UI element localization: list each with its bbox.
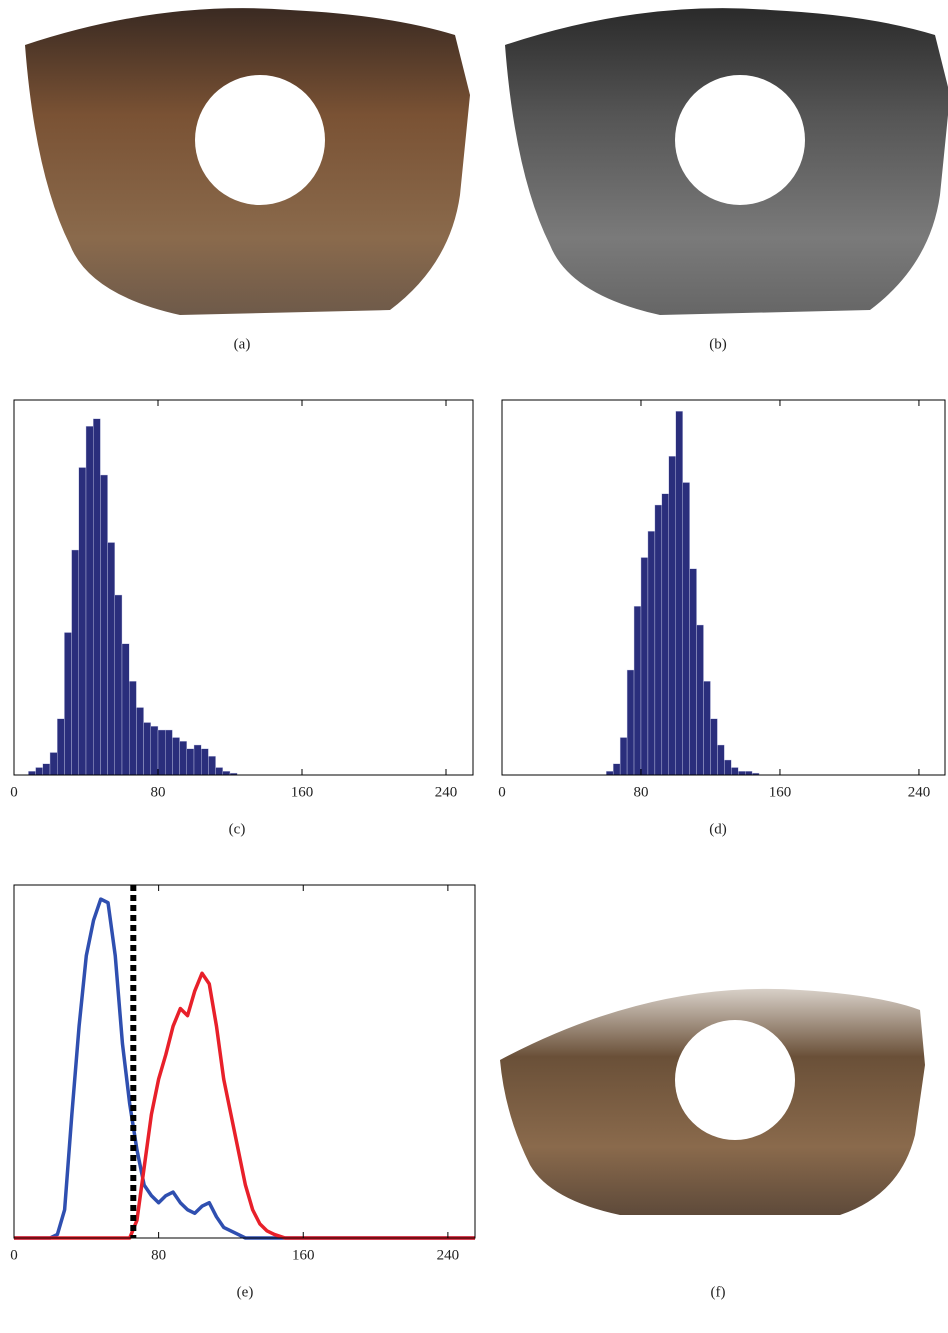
caption: (b) <box>709 336 727 352</box>
histogram-bar <box>724 760 731 775</box>
histogram-bar <box>216 768 223 776</box>
histogram-bar <box>738 771 745 775</box>
caption: (f) <box>711 1284 726 1300</box>
histogram-bar <box>201 749 208 775</box>
series-line <box>14 973 475 1238</box>
histogram-bar <box>627 670 634 775</box>
histogram-bar <box>620 738 627 776</box>
x-tick-label: 240 <box>437 1247 460 1263</box>
x-tick-label: 240 <box>908 784 931 800</box>
histogram-bar <box>634 606 641 775</box>
figure: (a) (b) (f) 0 80 160 240 (c) 0 80 160 240 (d) 0 80 1… <box>0 0 948 1333</box>
histogram-bar <box>180 741 187 775</box>
histogram-bar <box>187 749 194 775</box>
image-f <box>500 989 925 1215</box>
histogram-bar <box>662 494 669 775</box>
histogram-bar <box>690 569 697 775</box>
histogram-bar <box>86 426 93 775</box>
histogram-bar <box>648 531 655 775</box>
histogram-bar <box>669 456 676 775</box>
histogram-bar <box>28 771 35 775</box>
histogram-bar <box>208 756 215 775</box>
caption: (d) <box>709 821 727 837</box>
plot-frame <box>502 400 945 775</box>
histogram-bar <box>57 719 64 775</box>
histogram-bar <box>676 411 683 775</box>
histogram-bar <box>136 708 143 776</box>
x-tick-label: 0 <box>10 784 18 800</box>
histogram-bar <box>144 723 151 776</box>
histogram-bar <box>172 738 179 776</box>
x-tick-label: 80 <box>151 784 166 800</box>
histogram-bar <box>129 681 136 775</box>
histogram-bar <box>43 764 50 775</box>
histogram-bar <box>36 768 43 776</box>
image-a <box>25 8 470 315</box>
image-b <box>505 8 948 315</box>
histogram-bar <box>72 550 79 775</box>
histogram-bar <box>745 771 752 775</box>
caption: (a) <box>234 336 251 352</box>
x-tick-label: 160 <box>769 784 792 800</box>
x-tick-label: 80 <box>151 1247 166 1263</box>
histogram-bar <box>606 771 613 775</box>
histogram-bar <box>194 745 201 775</box>
histogram-bar <box>223 771 230 775</box>
histogram-bar <box>115 595 122 775</box>
histogram-bar <box>64 633 71 776</box>
histogram-bar <box>704 681 711 775</box>
caption: (c) <box>229 821 246 837</box>
histogram-bar <box>697 625 704 775</box>
histogram-bar <box>50 753 57 776</box>
x-tick-label: 160 <box>291 784 314 800</box>
histogram-bar <box>710 719 717 775</box>
histogram-bar <box>158 730 165 775</box>
x-tick-label: 160 <box>292 1247 315 1263</box>
histogram-bar <box>717 745 724 775</box>
histogram-bar <box>93 419 100 775</box>
caption: (e) <box>237 1284 254 1300</box>
histogram-bar <box>613 764 620 775</box>
histogram-bar <box>151 726 158 775</box>
x-tick-label: 80 <box>633 784 648 800</box>
histogram-bar <box>79 468 86 776</box>
histogram-bar <box>165 730 172 775</box>
x-tick-label: 0 <box>10 1247 18 1263</box>
x-tick-label: 0 <box>498 784 506 800</box>
x-tick-label: 240 <box>435 784 458 800</box>
histogram-bar <box>641 558 648 776</box>
histogram-bar <box>100 475 107 775</box>
histogram-bar <box>655 505 662 775</box>
page: {"images": [{"caption": "(a)"}, {"captio… <box>0 0 948 1333</box>
histogram-bar <box>683 483 690 776</box>
histogram-bar <box>731 768 738 776</box>
histogram-bar <box>108 543 115 776</box>
histogram-bar <box>122 644 129 775</box>
